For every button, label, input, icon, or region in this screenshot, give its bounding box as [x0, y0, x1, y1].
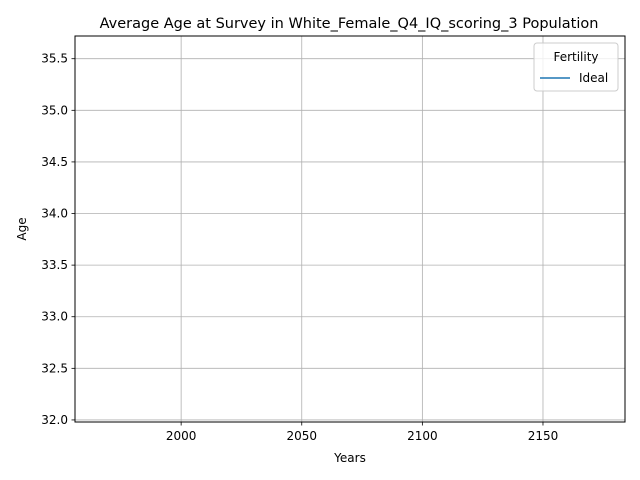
x-axis-label: Years	[333, 451, 366, 465]
y-tick-label: 32.5	[41, 361, 68, 375]
x-tick-label: 2150	[528, 429, 559, 443]
y-axis-label: Age	[15, 217, 29, 240]
legend-title: Fertility	[553, 50, 598, 64]
x-tick-label: 2100	[407, 429, 438, 443]
legend: Fertility Ideal	[534, 43, 618, 91]
x-tick-label: 2050	[286, 429, 317, 443]
y-tick-label: 34.5	[41, 155, 68, 169]
y-tick-label: 33.0	[41, 310, 68, 324]
y-tick-label: 35.5	[41, 52, 68, 66]
chart-title: Average Age at Survey in White_Female_Q4…	[100, 16, 599, 32]
x-tick-label: 2000	[166, 429, 197, 443]
y-tick-label: 32.0	[41, 413, 68, 427]
y-tick-label: 34.0	[41, 207, 68, 221]
plot-area	[75, 36, 625, 422]
y-tick-label: 33.5	[41, 258, 68, 272]
y-tick-label: 35.0	[41, 103, 68, 117]
legend-label-ideal: Ideal	[579, 71, 608, 85]
